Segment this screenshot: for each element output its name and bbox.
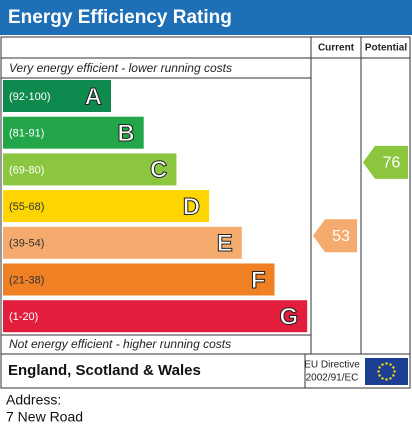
flag-star — [381, 377, 384, 380]
title-bar — [0, 0, 412, 35]
band-letter: F — [251, 267, 266, 294]
address-label: Address: — [6, 392, 61, 408]
band-range: (55-68) — [9, 201, 44, 213]
band-range: (92-100) — [9, 91, 51, 103]
column-header: Potential — [365, 43, 407, 54]
column-header: Current — [318, 43, 355, 54]
band-range: (39-54) — [9, 238, 44, 250]
band-range: (69-80) — [9, 164, 44, 176]
flag-star — [378, 374, 381, 377]
band — [3, 153, 177, 186]
band — [3, 116, 144, 149]
directive: EU Directive — [304, 360, 360, 371]
flag-star — [389, 377, 392, 380]
rating-arrow — [313, 219, 357, 253]
flag-star — [377, 370, 380, 373]
top-note: Very energy efficient - lower running co… — [9, 61, 232, 75]
flag-field — [365, 358, 408, 385]
band — [3, 226, 242, 259]
frame — [0, 36, 411, 389]
band-letter: E — [217, 230, 233, 257]
band — [3, 300, 308, 333]
flag-star — [385, 362, 388, 365]
rating-arrow — [363, 145, 408, 179]
band-range: (21-38) — [9, 274, 44, 286]
band — [3, 190, 210, 223]
flag-star — [393, 370, 396, 373]
flag-star — [378, 366, 381, 369]
directive: 2002/91/EC — [306, 373, 359, 384]
band-letter: A — [85, 83, 102, 110]
flag-star — [385, 378, 388, 381]
title: Energy Efficiency Rating — [8, 7, 232, 28]
band-letter: C — [150, 157, 167, 184]
flag-star — [392, 366, 395, 369]
rating-value: 76 — [383, 155, 401, 172]
band-letter: D — [183, 193, 200, 220]
band-range: (1-20) — [9, 311, 38, 323]
band-letter: B — [117, 120, 134, 147]
band-letter: G — [280, 304, 299, 331]
region: England, Scotland & Wales — [8, 362, 201, 379]
flag-star — [389, 363, 392, 366]
rating-value: 53 — [332, 228, 350, 245]
band — [3, 80, 111, 112]
eu-flag — [365, 358, 408, 385]
address-line: 7 New Road — [6, 409, 83, 425]
band — [3, 263, 275, 296]
band-range: (81-91) — [9, 128, 44, 140]
bottom-note: Not energy efficient - higher running co… — [9, 337, 231, 351]
flag-star — [392, 374, 395, 377]
flag-star — [381, 363, 384, 366]
